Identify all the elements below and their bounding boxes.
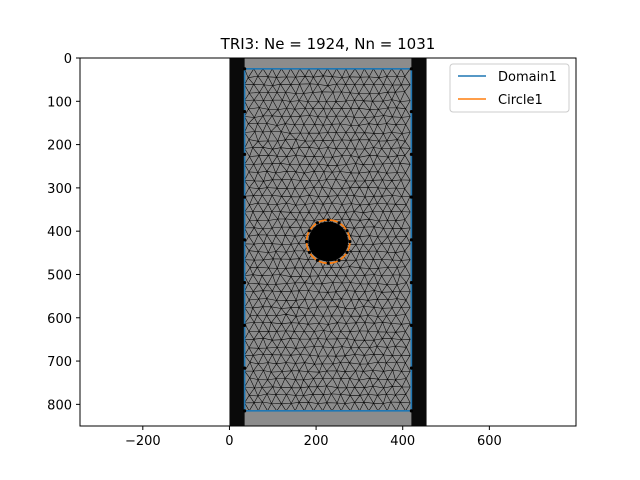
y-tick-label: 0: [64, 52, 72, 67]
mesh-node-marker: [409, 195, 413, 199]
mesh-node-marker: [409, 109, 413, 114]
mesh-node-marker: [243, 109, 247, 114]
mesh-node-marker: [326, 218, 330, 222]
mesh-node-marker: [307, 250, 312, 254]
y-tick-label: 100: [47, 95, 72, 110]
plot-area: [229, 58, 427, 426]
legend: Domain1 Circle1: [449, 63, 570, 113]
mesh-node-marker: [315, 258, 319, 262]
y-tick-label: 500: [47, 268, 72, 283]
axes-frame: [79, 57, 577, 427]
x-tick-label: −200: [125, 434, 161, 449]
x-tick-label: 0: [225, 434, 233, 449]
mesh-node-marker: [243, 323, 247, 327]
mesh-node-marker: [345, 250, 349, 254]
y-tick-label: 300: [47, 182, 72, 197]
mesh-node-marker: [243, 195, 247, 199]
mesh-node-marker: [337, 258, 341, 262]
mesh-node-marker: [409, 323, 413, 327]
x-tick-label: 400: [390, 434, 415, 449]
mesh-node-marker: [409, 238, 413, 242]
mesh-node-marker: [409, 280, 413, 285]
mesh-node-marker: [243, 366, 247, 370]
hole: [308, 221, 349, 262]
y-tick-label: 200: [47, 139, 72, 154]
mesh-node-marker: [307, 229, 312, 233]
mesh-nodes: [243, 67, 413, 413]
mesh-node-marker: [409, 67, 413, 71]
mesh-node-marker: [409, 409, 413, 413]
mesh-node-marker: [409, 366, 413, 370]
mesh-node-marker: [243, 409, 247, 413]
x-tick-label: 200: [304, 434, 329, 449]
y-axis: 0 100 200 300 400 500 600 700 800: [47, 52, 80, 413]
mesh-node-marker: [243, 238, 247, 242]
mesh-node-marker: [409, 152, 413, 156]
mesh-node-marker: [243, 67, 247, 71]
legend-label-domain1: Domain1: [498, 70, 557, 85]
y-tick-label: 600: [47, 312, 72, 327]
legend-label-circle1: Circle1: [498, 93, 543, 108]
mesh-node-marker: [315, 221, 319, 225]
mesh-node-marker: [348, 239, 352, 244]
mesh-node-marker: [345, 229, 349, 233]
mesh-node-marker: [243, 280, 247, 285]
y-tick-label: 400: [47, 225, 72, 240]
x-axis: −200 0 200 400 600: [125, 426, 502, 449]
mesh-node-marker: [337, 221, 341, 225]
mesh-node-marker: [304, 239, 309, 244]
y-tick-label: 700: [47, 355, 72, 370]
y-tick-label: 800: [47, 398, 72, 413]
x-tick-label: 600: [477, 434, 502, 449]
mesh-node-marker: [326, 261, 330, 265]
mesh-node-marker: [243, 152, 247, 156]
chart-title: TRI3: Ne = 1924, Nn = 1031: [220, 35, 436, 53]
